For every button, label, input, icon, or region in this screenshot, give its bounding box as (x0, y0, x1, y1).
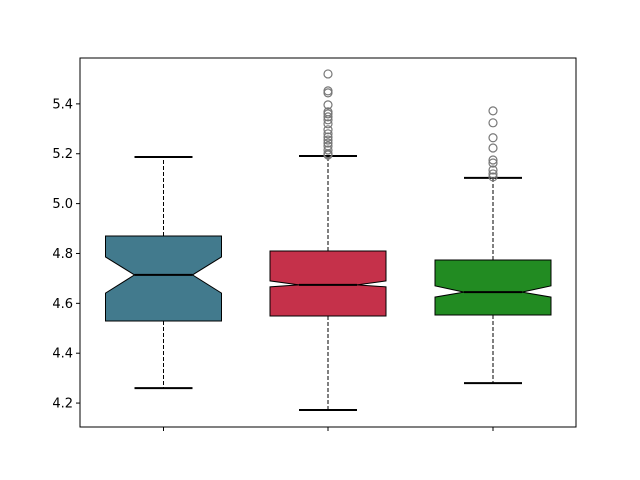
box-1 (105, 155, 222, 390)
box-3 (434, 106, 552, 385)
outlier-point (323, 112, 333, 122)
y-tick-label: 4.2 (52, 397, 73, 412)
outlier-point (488, 155, 498, 165)
outlier-point (488, 158, 498, 168)
outlier-point (488, 143, 498, 153)
box-2 (269, 69, 387, 412)
outlier-point (488, 118, 498, 128)
notched-box (105, 235, 222, 322)
outlier-point (323, 150, 333, 160)
outlier-point (323, 100, 333, 110)
y-tick-label: 4.8 (52, 247, 73, 262)
outlier-point (323, 132, 333, 142)
notched-box (434, 259, 552, 316)
outlier-point (323, 109, 333, 119)
outlier-point (323, 88, 333, 98)
y-tick-label: 5.4 (52, 97, 73, 112)
outlier-point (488, 133, 498, 143)
y-tick-label: 4.4 (52, 347, 73, 362)
outlier-point (488, 169, 498, 179)
outlier-point (323, 115, 333, 125)
outlier-point (323, 125, 333, 135)
y-tick-label: 5.0 (52, 197, 73, 212)
outlier-point (488, 172, 498, 182)
notched-box (269, 250, 387, 317)
outlier-point (323, 129, 333, 139)
outlier-point (323, 69, 333, 79)
outlier-point (323, 145, 333, 155)
outlier-point (323, 138, 333, 148)
outlier-point (488, 165, 498, 175)
outlier-point (323, 119, 333, 129)
y-tick-label: 5.2 (52, 147, 73, 162)
outlier-point (488, 106, 498, 116)
outlier-point (323, 135, 333, 145)
y-tick-label: 4.6 (52, 297, 73, 312)
